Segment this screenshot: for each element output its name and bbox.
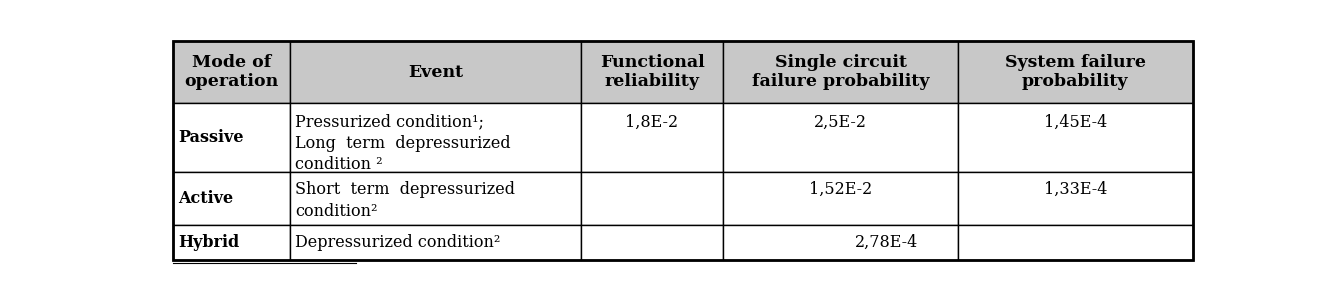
Text: Passive: Passive <box>178 129 244 146</box>
Text: System failure
probability: System failure probability <box>1004 54 1146 90</box>
Bar <box>290 172 581 225</box>
Bar <box>581 225 723 260</box>
Bar <box>173 172 290 225</box>
Bar <box>290 103 581 172</box>
Bar <box>173 103 290 172</box>
Bar <box>581 172 723 225</box>
Text: Functional
reliability: Functional reliability <box>599 54 705 90</box>
Bar <box>173 41 290 103</box>
Bar <box>723 103 958 172</box>
Bar <box>958 172 1192 225</box>
Text: 1,45E-4: 1,45E-4 <box>1044 113 1107 130</box>
Bar <box>723 172 958 225</box>
Bar <box>173 225 290 260</box>
Bar <box>581 41 723 103</box>
Text: 1,52E-2: 1,52E-2 <box>809 181 872 198</box>
Text: 1,8E-2: 1,8E-2 <box>626 113 678 130</box>
Text: Short  term  depressurized: Short term depressurized <box>296 181 515 198</box>
Text: condition²: condition² <box>296 203 378 220</box>
Text: Active: Active <box>178 190 233 207</box>
Text: 1,33E-4: 1,33E-4 <box>1044 181 1107 198</box>
Text: Depressurized condition²: Depressurized condition² <box>296 234 501 251</box>
Text: Mode of
operation: Mode of operation <box>184 54 278 90</box>
Text: Long  term  depressurized: Long term depressurized <box>296 135 511 152</box>
Text: 2,5E-2: 2,5E-2 <box>814 113 867 130</box>
Text: Hybrid: Hybrid <box>178 234 240 251</box>
Text: Pressurized condition¹;: Pressurized condition¹; <box>296 113 485 130</box>
Bar <box>290 225 581 260</box>
Text: Event: Event <box>408 63 464 81</box>
Bar <box>723 225 958 260</box>
Bar <box>581 103 723 172</box>
Bar <box>958 225 1192 260</box>
Text: condition ²: condition ² <box>296 156 384 173</box>
Bar <box>723 41 958 103</box>
Text: Single circuit
failure probability: Single circuit failure probability <box>753 54 930 90</box>
Text: 2,78E-4: 2,78E-4 <box>855 234 918 251</box>
Bar <box>958 41 1192 103</box>
Bar <box>958 103 1192 172</box>
Bar <box>290 41 581 103</box>
